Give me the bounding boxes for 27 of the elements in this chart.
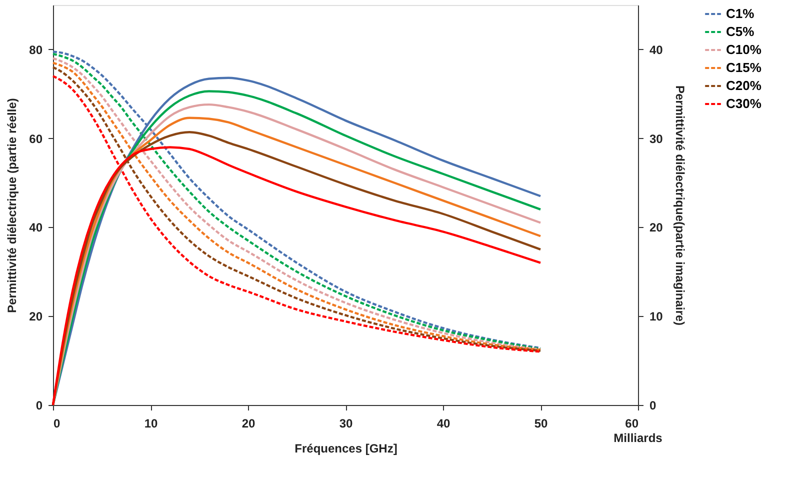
legend-label: C20% [726, 78, 762, 93]
text: Milliards [614, 431, 663, 445]
x-tick-label: 20 [242, 416, 256, 430]
x-tick-label: 0 [54, 416, 60, 430]
legend-label: C15% [726, 60, 762, 75]
y2-tick-label: 0 [650, 398, 656, 412]
x-tick-label: 30 [339, 416, 353, 430]
y2-tick-label: 20 [650, 220, 664, 235]
x-tick-label: 10 [144, 416, 158, 430]
legend-label: C1% [726, 6, 755, 21]
x-tick-label: 50 [534, 416, 548, 430]
legend-label: C30% [726, 96, 762, 111]
y2-tick-label: 30 [650, 132, 664, 146]
y-tick-label: 20 [29, 310, 43, 324]
x-tick-label: 60 [625, 416, 639, 430]
x-tick-label: 40 [436, 416, 450, 430]
y-tick-label: 0 [36, 398, 43, 412]
y-tick-label: 80 [29, 42, 43, 57]
y-axis-title: Permittivité diélectrique (partie réelle) [5, 98, 20, 313]
y-tick-label: 40 [29, 220, 43, 235]
y2-tick-label: 40 [650, 42, 664, 57]
legend-label: C10% [726, 42, 762, 57]
y2-tick-label: 10 [650, 310, 664, 324]
y2-axis-title: Permittivité diélectrique(partie imaginaire) [672, 85, 687, 326]
x-axis-title: Fréquences [GHz] [294, 442, 398, 456]
y-tick-label: 60 [29, 132, 43, 146]
legend-label: C5% [726, 24, 755, 39]
